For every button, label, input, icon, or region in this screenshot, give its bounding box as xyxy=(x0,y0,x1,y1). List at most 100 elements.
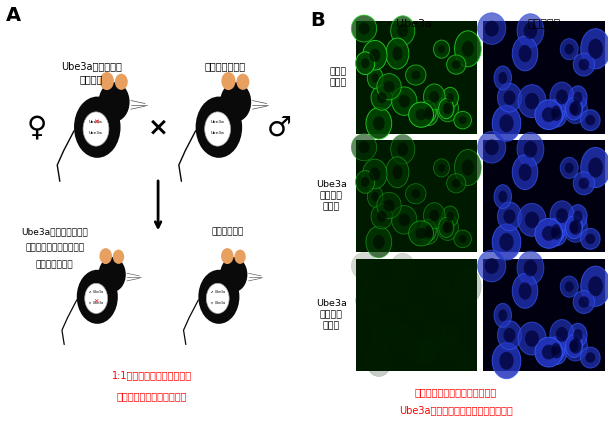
Ellipse shape xyxy=(492,224,521,260)
Ellipse shape xyxy=(494,66,511,90)
Ellipse shape xyxy=(386,276,409,307)
Ellipse shape xyxy=(551,109,562,121)
Ellipse shape xyxy=(371,192,379,201)
Ellipse shape xyxy=(98,257,126,292)
Ellipse shape xyxy=(392,47,402,61)
Ellipse shape xyxy=(551,227,562,240)
Ellipse shape xyxy=(579,296,589,308)
Ellipse shape xyxy=(351,253,377,279)
Ellipse shape xyxy=(220,257,247,292)
Text: B: B xyxy=(310,11,325,30)
Ellipse shape xyxy=(371,85,393,110)
Ellipse shape xyxy=(373,116,385,131)
Ellipse shape xyxy=(367,305,383,326)
Text: 母性欠損マウスの神経細胞では: 母性欠損マウスの神経細胞では xyxy=(415,387,497,397)
Ellipse shape xyxy=(454,230,471,248)
Ellipse shape xyxy=(424,203,445,229)
Text: Ube3a: Ube3a xyxy=(211,131,224,135)
Ellipse shape xyxy=(581,266,608,306)
Text: A: A xyxy=(6,6,21,25)
Ellipse shape xyxy=(77,270,118,324)
Ellipse shape xyxy=(551,106,561,118)
Ellipse shape xyxy=(358,22,370,35)
Ellipse shape xyxy=(397,142,408,156)
Ellipse shape xyxy=(438,45,445,53)
Ellipse shape xyxy=(586,115,595,126)
Ellipse shape xyxy=(564,212,587,242)
Ellipse shape xyxy=(406,184,426,204)
Ellipse shape xyxy=(499,310,507,321)
Ellipse shape xyxy=(503,90,516,105)
Ellipse shape xyxy=(443,221,452,233)
Text: 野生型父マウス: 野生型父マウス xyxy=(204,61,246,72)
Ellipse shape xyxy=(518,322,546,355)
Ellipse shape xyxy=(570,220,581,235)
Ellipse shape xyxy=(523,259,537,276)
Ellipse shape xyxy=(358,141,370,153)
Ellipse shape xyxy=(221,248,233,264)
Ellipse shape xyxy=(391,16,415,45)
Ellipse shape xyxy=(565,216,582,239)
Text: ×: × xyxy=(148,115,168,139)
Ellipse shape xyxy=(581,229,600,249)
Ellipse shape xyxy=(519,164,531,181)
Ellipse shape xyxy=(83,112,109,146)
Ellipse shape xyxy=(560,39,578,60)
Ellipse shape xyxy=(366,108,392,139)
Ellipse shape xyxy=(546,103,567,127)
Ellipse shape xyxy=(409,102,434,127)
Text: Ube3a
父性欠損
マウス: Ube3a 父性欠損 マウス xyxy=(316,181,347,212)
Ellipse shape xyxy=(443,103,452,114)
Ellipse shape xyxy=(420,338,437,360)
FancyBboxPatch shape xyxy=(356,21,477,134)
Ellipse shape xyxy=(513,36,538,71)
Ellipse shape xyxy=(525,212,539,228)
Ellipse shape xyxy=(517,14,544,47)
Ellipse shape xyxy=(391,134,415,164)
Ellipse shape xyxy=(85,283,108,313)
Ellipse shape xyxy=(115,74,128,90)
Ellipse shape xyxy=(542,226,556,241)
Ellipse shape xyxy=(454,349,471,366)
Ellipse shape xyxy=(406,302,426,323)
Ellipse shape xyxy=(556,208,568,223)
Ellipse shape xyxy=(581,110,600,131)
Text: ♀ Ube3a: ♀ Ube3a xyxy=(211,300,225,304)
Ellipse shape xyxy=(424,110,433,120)
Ellipse shape xyxy=(499,352,514,370)
Ellipse shape xyxy=(386,38,409,69)
Ellipse shape xyxy=(424,226,432,235)
Ellipse shape xyxy=(570,338,581,354)
Ellipse shape xyxy=(546,340,567,365)
Ellipse shape xyxy=(221,72,235,90)
Ellipse shape xyxy=(437,95,458,122)
Ellipse shape xyxy=(519,282,531,300)
Ellipse shape xyxy=(570,103,578,114)
Ellipse shape xyxy=(586,352,595,363)
Text: ✕: ✕ xyxy=(94,300,99,305)
Ellipse shape xyxy=(518,204,546,236)
Ellipse shape xyxy=(573,210,582,222)
Ellipse shape xyxy=(369,167,381,181)
Text: モデルマウス）: モデルマウス） xyxy=(36,261,74,270)
Ellipse shape xyxy=(447,174,466,193)
Ellipse shape xyxy=(523,22,537,39)
Ellipse shape xyxy=(74,97,120,158)
Ellipse shape xyxy=(565,163,574,173)
Ellipse shape xyxy=(100,248,112,264)
Ellipse shape xyxy=(447,293,466,312)
Text: Ube3a母性欠損マウス: Ube3a母性欠損マウス xyxy=(21,227,88,236)
Ellipse shape xyxy=(367,67,383,89)
Text: Ube3aタンパク質の発現がみられない: Ube3aタンパク質の発現がみられない xyxy=(399,405,513,416)
Ellipse shape xyxy=(420,223,438,244)
Ellipse shape xyxy=(550,201,574,231)
Ellipse shape xyxy=(384,200,395,211)
Ellipse shape xyxy=(362,40,387,70)
Ellipse shape xyxy=(513,155,538,190)
Ellipse shape xyxy=(391,253,415,283)
Ellipse shape xyxy=(361,58,370,68)
Ellipse shape xyxy=(377,311,401,337)
Ellipse shape xyxy=(517,132,544,166)
Ellipse shape xyxy=(415,109,427,120)
Ellipse shape xyxy=(560,157,578,179)
